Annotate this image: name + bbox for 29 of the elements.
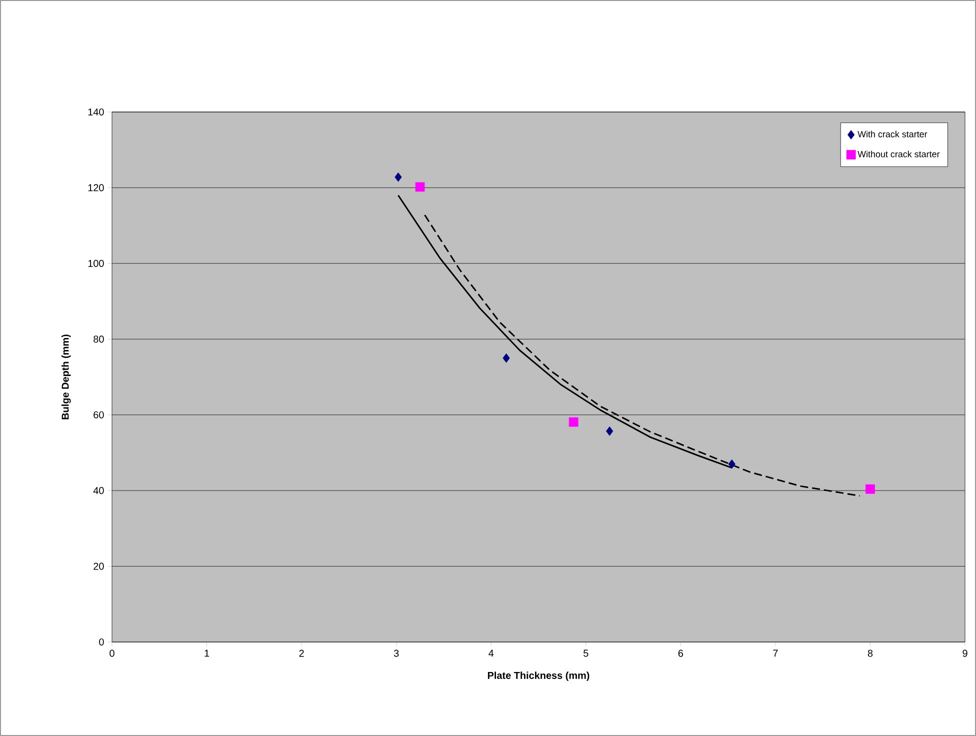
x-tick-label: 0 xyxy=(110,650,114,657)
legend-label: With crack starter xyxy=(858,130,928,138)
point xyxy=(502,353,510,363)
legend-label: Without crack starter xyxy=(858,150,940,158)
y-tick-label: 100 xyxy=(88,260,104,267)
y-tick-label: 60 xyxy=(94,411,104,418)
point xyxy=(568,417,578,427)
x-tick-label: 4 xyxy=(488,650,494,657)
y-tick-label: 120 xyxy=(88,184,104,192)
x-axis-title: Plate Thickness (mm) xyxy=(488,672,590,681)
y-tick-label: 40 xyxy=(93,487,104,494)
x-tick-label: 8 xyxy=(868,650,873,657)
y-tick-label: 80 xyxy=(94,336,104,343)
y-axis-title: Bulge Depth (mm) xyxy=(61,334,71,420)
x-tick-label: 9 xyxy=(962,650,968,657)
x-tick-label: 3 xyxy=(394,650,399,657)
x-tick-label: 7 xyxy=(773,650,778,657)
x-tick-label: 5 xyxy=(584,650,588,657)
point xyxy=(415,182,425,192)
point xyxy=(606,426,614,436)
point xyxy=(866,484,875,494)
point xyxy=(728,459,736,469)
y-tick-label: 0 xyxy=(99,638,104,646)
x-tick-label: 1 xyxy=(204,650,210,657)
x-tick-label: 2 xyxy=(299,650,304,657)
x-tick-label: 6 xyxy=(678,650,684,657)
point xyxy=(394,172,402,182)
y-tick-label: 20 xyxy=(94,562,104,570)
y-tick-label: 140 xyxy=(88,108,104,116)
